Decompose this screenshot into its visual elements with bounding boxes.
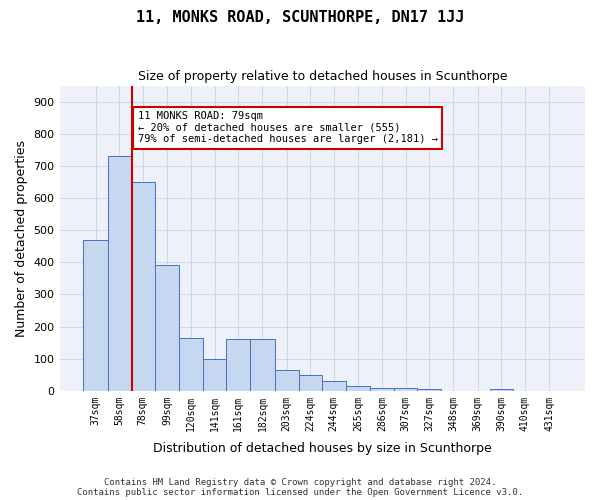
Bar [322,381,346,391]
Text: 11 MONKS ROAD: 79sqm
← 20% of detached houses are smaller (555)
79% of semi-deta: 11 MONKS ROAD: 79sqm ← 20% of detached h… [137,112,437,144]
Text: 11, MONKS ROAD, SCUNTHORPE, DN17 1JJ: 11, MONKS ROAD, SCUNTHORPE, DN17 1JJ [136,10,464,25]
Bar [250,340,275,391]
X-axis label: Distribution of detached houses by size in Scunthorpe: Distribution of detached houses by size … [153,442,491,455]
Bar [346,386,370,391]
Bar [131,182,155,391]
Bar [394,388,417,391]
Bar [490,389,513,391]
Bar [275,370,299,391]
Bar [83,240,107,391]
Bar [107,156,131,391]
Y-axis label: Number of detached properties: Number of detached properties [15,140,28,336]
Bar [155,266,179,391]
Bar [417,389,442,391]
Title: Size of property relative to detached houses in Scunthorpe: Size of property relative to detached ho… [137,70,507,83]
Bar [226,340,250,391]
Bar [179,338,203,391]
Bar [203,358,226,391]
Bar [370,388,394,391]
Bar [299,374,322,391]
Text: Contains HM Land Registry data © Crown copyright and database right 2024.
Contai: Contains HM Land Registry data © Crown c… [77,478,523,497]
